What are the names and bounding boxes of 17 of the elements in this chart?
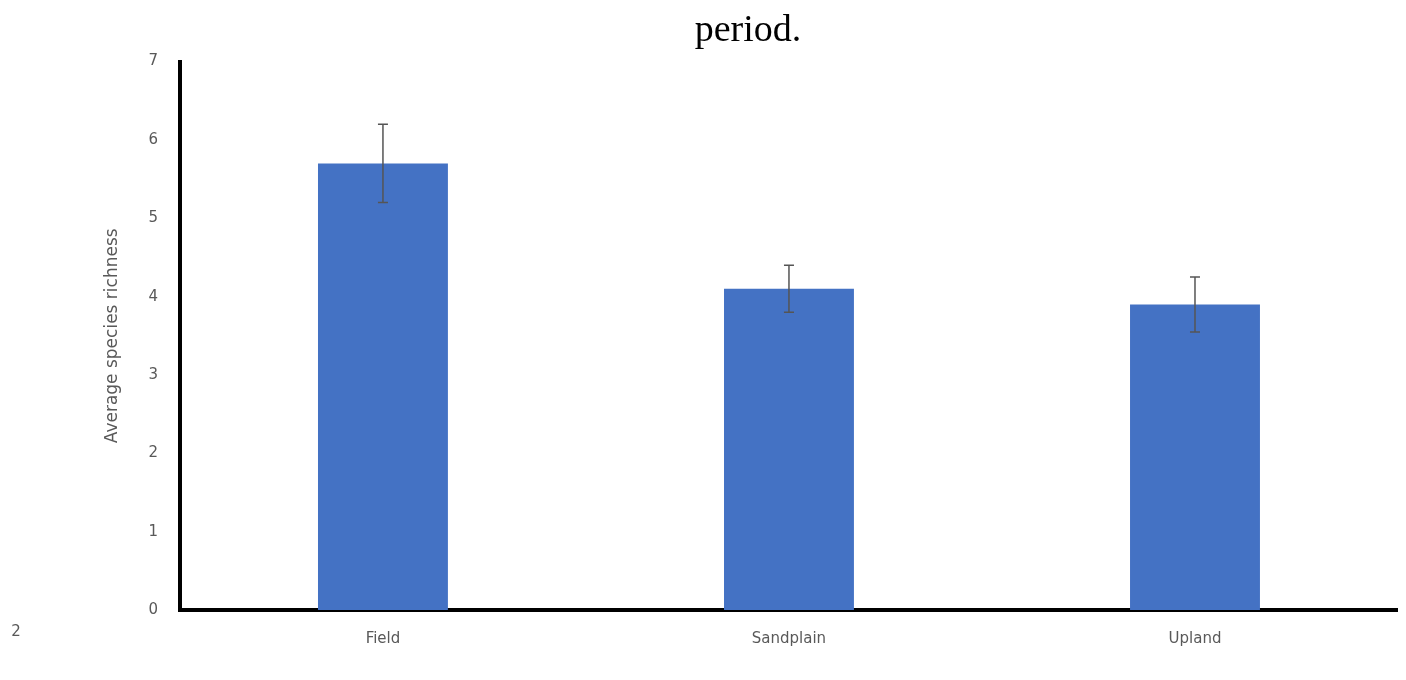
x-tick-label: Sandplain: [751, 628, 827, 647]
y-tick-label: 0: [148, 599, 158, 618]
y-tick-label: 6: [148, 129, 158, 148]
y-axis-title: Average species richness: [100, 228, 121, 444]
y-tick-label: 3: [148, 364, 158, 383]
y-tick-label: 5: [148, 208, 158, 227]
chart-title: period.: [694, 6, 802, 49]
y-tick-label: 7: [148, 51, 158, 70]
bar: [724, 288, 854, 610]
y-tick-label: 2: [148, 443, 158, 462]
x-tick-label: Field: [365, 628, 401, 647]
y-tick-label: 4: [148, 286, 158, 305]
x-tick-label: Upland: [1168, 628, 1222, 647]
y-tick-label: 1: [148, 521, 158, 540]
bar: [317, 163, 448, 610]
text: 2: [11, 621, 21, 640]
bar: [1130, 304, 1260, 610]
